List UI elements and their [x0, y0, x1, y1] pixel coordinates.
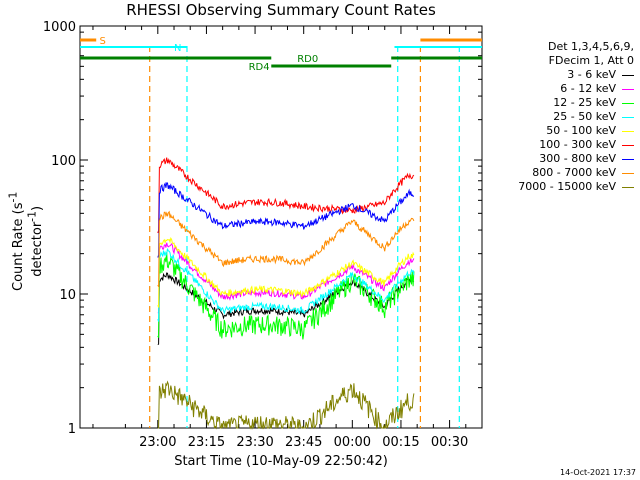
- legend-swatch: [622, 116, 634, 118]
- legend-label: 3 - 6 keV: [567, 68, 616, 81]
- series-line-1: [157, 242, 415, 314]
- x-tick-label: 23:15: [188, 435, 225, 450]
- x-tick-label: 23:30: [236, 435, 273, 450]
- legend-swatch: [622, 158, 634, 160]
- legend: Det 1,3,4,5,6,9, FDecim 1, Att 0 3 - 6 k…: [484, 40, 634, 194]
- series-line-4: [157, 237, 415, 308]
- series-line-2: [157, 252, 415, 340]
- legend-item: 7000 - 15000 keV: [484, 180, 634, 194]
- chart-title: RHESSI Observing Summary Count Rates: [126, 1, 436, 19]
- legend-swatch: [622, 172, 634, 174]
- legend-item: 25 - 50 keV: [484, 110, 634, 124]
- series-line-7: [157, 210, 415, 288]
- y-tick-label: 10: [59, 288, 76, 303]
- series-line-8: [157, 380, 415, 430]
- legend-item: 800 - 7000 keV: [484, 166, 634, 180]
- state-label-rd0: RD0: [297, 54, 318, 65]
- legend-swatch: [622, 88, 634, 90]
- legend-label: 7000 - 15000 keV: [518, 180, 616, 193]
- x-tick-label: 23:00: [139, 435, 176, 450]
- legend-swatch: [622, 102, 634, 104]
- legend-item: 100 - 300 keV: [484, 138, 634, 152]
- timestamp: 14-Oct-2021 17:37: [560, 468, 636, 477]
- state-label-s: S: [99, 36, 105, 47]
- legend-label: 12 - 25 keV: [553, 96, 616, 109]
- plot-frame: [79, 25, 483, 429]
- legend-item: 50 - 100 keV: [484, 124, 634, 138]
- legend-label: 25 - 50 keV: [553, 110, 616, 123]
- legend-header-line-2: FDecim 1, Att 0: [548, 54, 634, 67]
- legend-item: 6 - 12 keV: [484, 82, 634, 96]
- legend-label: 50 - 100 keV: [546, 124, 616, 137]
- legend-label: 6 - 12 keV: [560, 82, 616, 95]
- legend-item: 3 - 6 keV: [484, 68, 634, 82]
- x-tick-label: 00:30: [431, 435, 468, 450]
- x-tick-label: 00:00: [334, 435, 371, 450]
- series-line-5: [157, 157, 415, 234]
- series-line-3: [157, 248, 415, 322]
- legend-swatch: [622, 186, 634, 188]
- y-axis-title: Count Rate (s-1 detector-1): [6, 191, 46, 291]
- y-tick-label: 1000: [43, 20, 76, 35]
- series-line-6: [157, 182, 415, 258]
- legend-label: 800 - 7000 keV: [532, 166, 616, 179]
- legend-swatch: [622, 130, 634, 132]
- y-tick-label: 100: [51, 154, 76, 169]
- legend-swatch: [622, 144, 634, 146]
- legend-rows: 3 - 6 keV 6 - 12 keV 12 - 25 keV 25 - 50 ke…: [484, 68, 634, 194]
- state-label-rd4: RD4: [249, 62, 270, 73]
- state-label-n: N: [174, 43, 181, 54]
- legend-label: 100 - 300 keV: [539, 138, 616, 151]
- legend-swatch: [622, 74, 634, 76]
- legend-header-line-1: Det 1,3,4,5,6,9,: [547, 40, 634, 53]
- legend-item: 300 - 800 keV: [484, 152, 634, 166]
- legend-label: 300 - 800 keV: [539, 152, 616, 165]
- y-tick-label: 1: [68, 422, 76, 437]
- legend-item: 12 - 25 keV: [484, 96, 634, 110]
- x-axis-title: Start Time (10-May-09 22:50:42): [174, 454, 388, 469]
- x-tick-label: 23:45: [285, 435, 322, 450]
- x-tick-label: 00:15: [382, 435, 419, 450]
